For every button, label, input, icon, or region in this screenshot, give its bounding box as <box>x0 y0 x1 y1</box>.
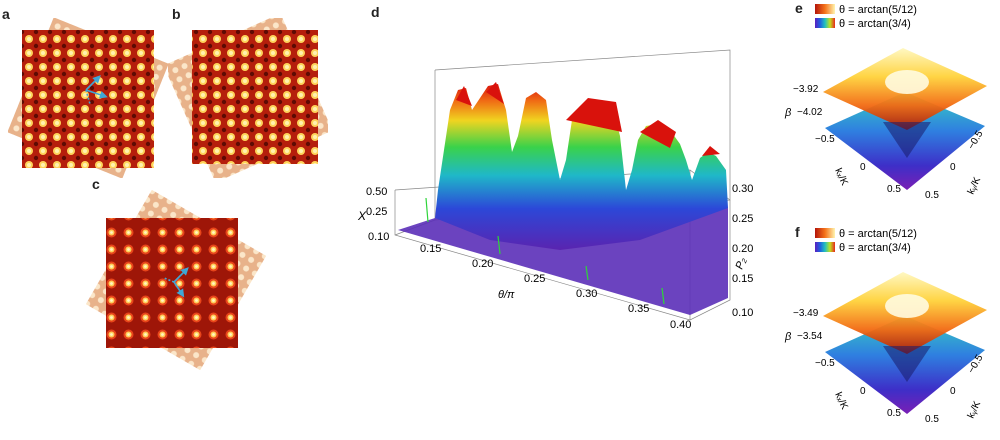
unit-cell-vectors <box>163 267 189 298</box>
legend-label-1: θ = arctan(5/12) <box>839 4 917 16</box>
band-surface-e: θ = arctan(5/12) θ = arctan(3/4) −3.92 β… <box>784 4 987 201</box>
legend-swatch-hot <box>815 4 835 14</box>
legend-swatch-rainbow <box>815 18 835 28</box>
ridge-peaks <box>456 82 720 156</box>
y-tick-025: 0.25 <box>732 213 753 225</box>
legend-swatch-rainbow <box>815 242 835 252</box>
y-axis-label: P₂ <box>734 255 749 271</box>
z-tick-050: 0.50 <box>366 186 387 198</box>
panel-label-d: d <box>371 4 380 20</box>
panel-label-a: a <box>2 6 10 22</box>
square-lattice-sheet <box>192 30 318 164</box>
kx-tick-1: −0.5 <box>815 358 835 369</box>
moire-lattice-c <box>86 190 266 370</box>
y-tick-010: 0.10 <box>732 307 753 319</box>
beta-axis-label: β <box>784 331 792 343</box>
beta-axis-label: β <box>784 107 792 119</box>
x-axis-label: θ/π <box>498 289 515 301</box>
x-tick-010: 0.10 <box>368 231 389 243</box>
kx-tick-1: −0.5 <box>815 134 835 145</box>
x-tick-025: 0.25 <box>524 273 545 285</box>
ky-tick-2: 0 <box>950 162 956 173</box>
legend-swatch-hot <box>815 228 835 238</box>
kx-tick-2: 0 <box>860 386 866 397</box>
panel-label-c: c <box>92 176 100 192</box>
kx-axis-label: kₓ/K <box>832 391 850 412</box>
square-lattice-sheet <box>106 218 238 348</box>
beta-tick-2: −3.54 <box>797 331 823 342</box>
beta-tick-1: −3.92 <box>793 84 819 95</box>
beta-tick-2: −4.02 <box>797 107 823 118</box>
panel-label-e: e <box>795 0 803 16</box>
ky-axis-label: kᵧ/K <box>966 175 984 196</box>
unit-cell-vectors <box>85 75 108 105</box>
ky-tick-2: 0 <box>950 386 956 397</box>
legend-label-2: θ = arctan(3/4) <box>839 242 911 254</box>
panel-label-b: b <box>172 6 181 22</box>
moire-lattice-b <box>168 18 328 178</box>
x-tick-035: 0.35 <box>628 303 649 315</box>
x-tick-020: 0.20 <box>472 258 493 270</box>
ky-tick-1: 0.5 <box>925 190 939 201</box>
ky-tick-1: 0.5 <box>925 414 939 425</box>
beta-tick-1: −3.49 <box>793 308 819 319</box>
x-tick-015: 0.15 <box>420 243 441 255</box>
z-axis-label: X <box>357 209 367 223</box>
moire-lattice-a <box>8 18 168 178</box>
green-markers <box>425 197 665 305</box>
band-surface-f: θ = arctan(5/12) θ = arctan(3/4) −3.49 β… <box>784 228 987 425</box>
kx-tick-3: 0.5 <box>887 408 901 419</box>
legend-label-2: θ = arctan(3/4) <box>839 18 911 30</box>
kx-tick-3: 0.5 <box>887 184 901 195</box>
legend-label-1: θ = arctan(5/12) <box>839 228 917 240</box>
y-tick-015: 0.15 <box>732 273 753 285</box>
z-tick-025: 0.25 <box>366 206 387 218</box>
x-tick-040: 0.40 <box>670 319 691 331</box>
y-tick-030: 0.30 <box>732 183 753 195</box>
y-tick-020: 0.20 <box>732 243 753 255</box>
parity-landscape-plot: X 0.50 0.25 0.10 0.15 0.20 0.25 0.30 0.3… <box>357 49 753 331</box>
kx-tick-2: 0 <box>860 162 866 173</box>
kx-axis-label: kₓ/K <box>832 167 850 188</box>
x-tick-030: 0.30 <box>576 288 597 300</box>
ky-axis-label: kᵧ/K <box>966 399 984 420</box>
panel-label-f: f <box>795 224 800 240</box>
